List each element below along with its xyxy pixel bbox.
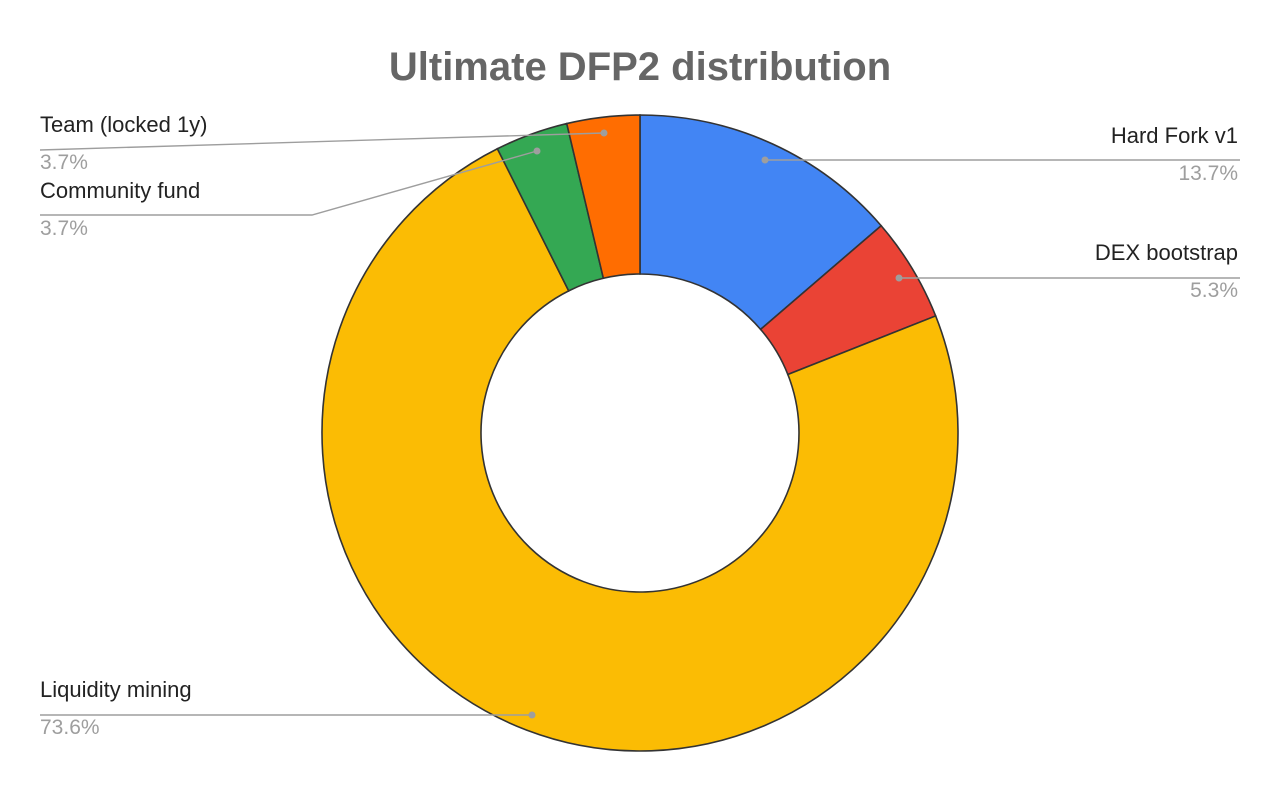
slice-hard-fork-v1 <box>639 114 883 331</box>
slice-value-team-locked-1y: 3.7% <box>40 151 88 174</box>
chart-title: Ultimate DFP2 distribution <box>389 45 891 89</box>
slice-team-locked-1y <box>565 114 641 280</box>
leader-dot-community-fund <box>533 147 541 155</box>
slice-value-community-fund: 3.7% <box>40 217 88 240</box>
slice-label-community-fund: Community fund <box>40 178 200 203</box>
slice-value-dex-bootstrap: 5.3% <box>1190 279 1238 302</box>
leader-dot-hard-fork-v1 <box>761 156 769 164</box>
leader-dot-dex-bootstrap <box>895 274 903 282</box>
slice-label-dex-bootstrap: DEX bootstrap <box>1095 240 1238 265</box>
leader-dot-team-locked-1y <box>600 129 608 137</box>
leader-line-community-fund <box>40 150 538 216</box>
leader-line-team-locked-1y <box>39 132 605 151</box>
slice-label-hard-fork-v1: Hard Fork v1 <box>1111 123 1238 148</box>
slice-label-team-locked-1y: Team (locked 1y) <box>40 112 208 137</box>
slice-liquidity-mining <box>321 147 959 752</box>
leader-dot-liquidity-mining <box>528 711 536 719</box>
slice-value-liquidity-mining: 73.6% <box>40 716 100 739</box>
slice-label-liquidity-mining: Liquidity mining <box>40 677 192 702</box>
labels-layer: Hard Fork v1 13.7% DEX bootstrap 5.3% Liquid… <box>39 112 1240 739</box>
slice-value-hard-fork-v1: 13.7% <box>1178 162 1238 185</box>
slices-layer <box>321 114 959 752</box>
